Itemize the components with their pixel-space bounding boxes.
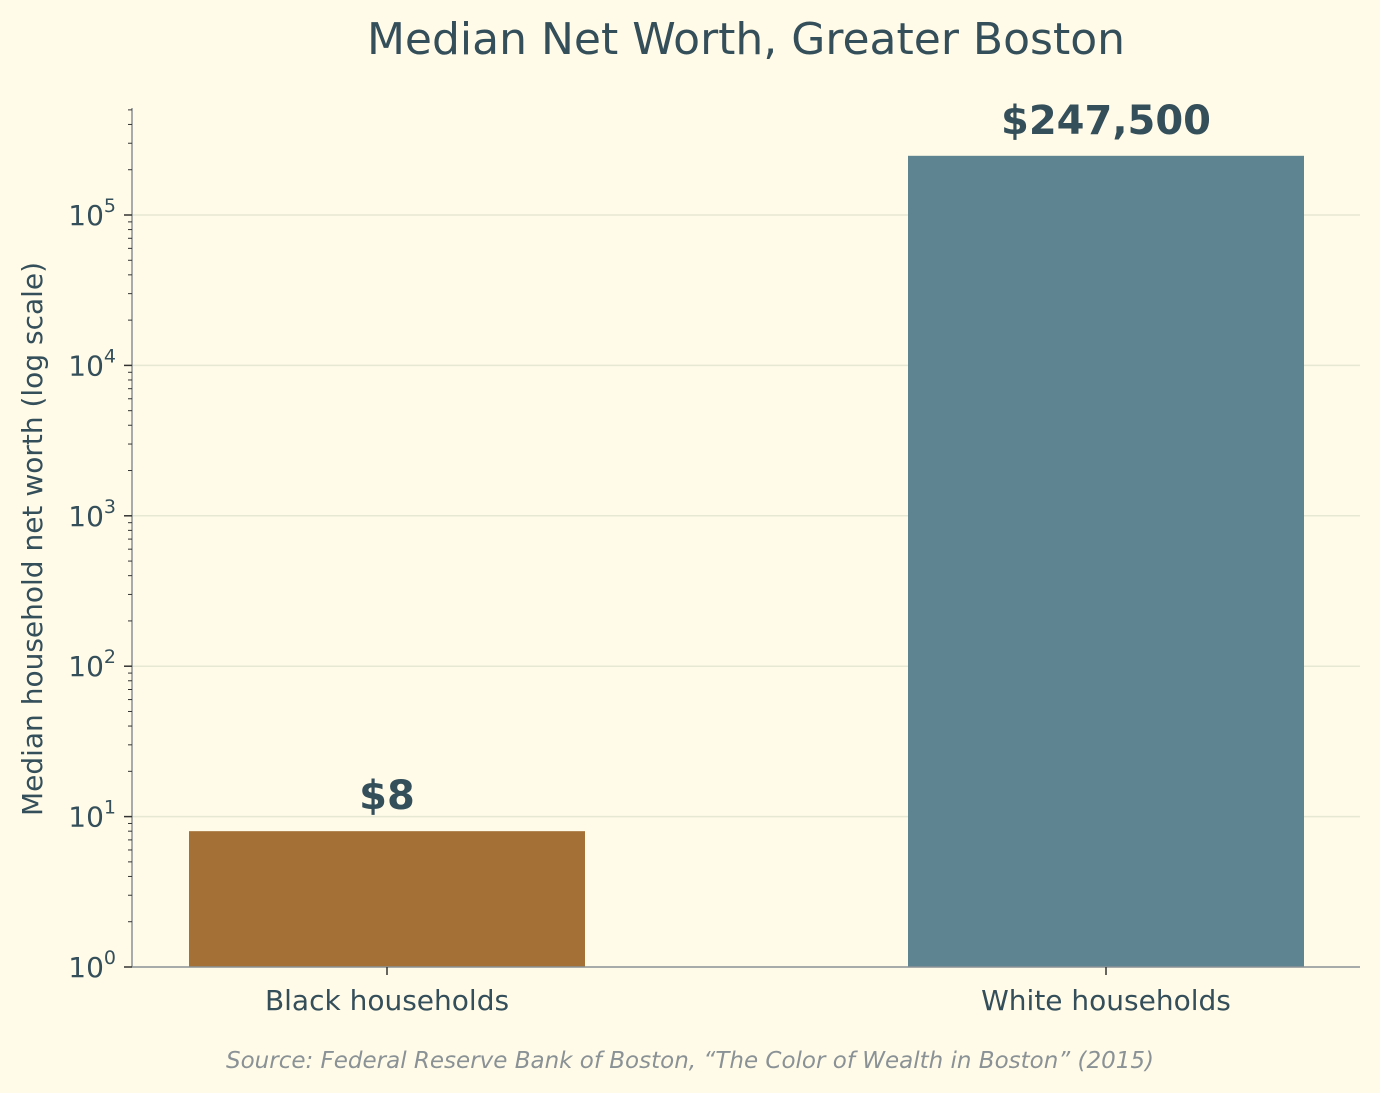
y-tick-label: 105 [68,195,116,232]
bar [908,155,1304,968]
y-tick-label: 101 [68,797,116,834]
y-tick-base: 10 [68,500,104,533]
y-tick-exponent: 2 [104,646,116,668]
y-tick-exponent: 5 [104,195,116,217]
chart-title: Median Net Worth, Greater Boston [367,14,1125,65]
bar [189,831,585,967]
y-tick-base: 10 [68,951,104,984]
x-labels: Black households White households [265,984,1231,1017]
y-tick-label: 102 [68,646,116,683]
y-tick-exponent: 4 [104,345,116,367]
y-tick-exponent: 0 [104,947,116,969]
y-tick-base: 10 [68,199,104,232]
y-tick-label: 103 [68,496,116,533]
bars [189,155,1304,968]
y-tick-base: 10 [68,650,104,683]
x-tick-label: White households [981,984,1231,1017]
y-tick-label: 104 [68,345,116,382]
y-tick-exponent: 3 [104,496,116,518]
value-labels: $8 $247,500 [359,98,1211,819]
y-tick-base: 10 [68,349,104,382]
y-axis-label: Median household net worth (log scale) [16,262,49,816]
bar-value-label: $247,500 [1001,98,1211,144]
x-tick-label: Black households [265,984,509,1017]
y-tick-label: 100 [68,947,116,984]
y-tick-exponent: 1 [104,797,116,819]
y-tick-base: 10 [68,801,104,834]
source-note: Source: Federal Reserve Bank of Boston, … [226,1048,1154,1074]
bar-value-label: $8 [359,773,415,819]
